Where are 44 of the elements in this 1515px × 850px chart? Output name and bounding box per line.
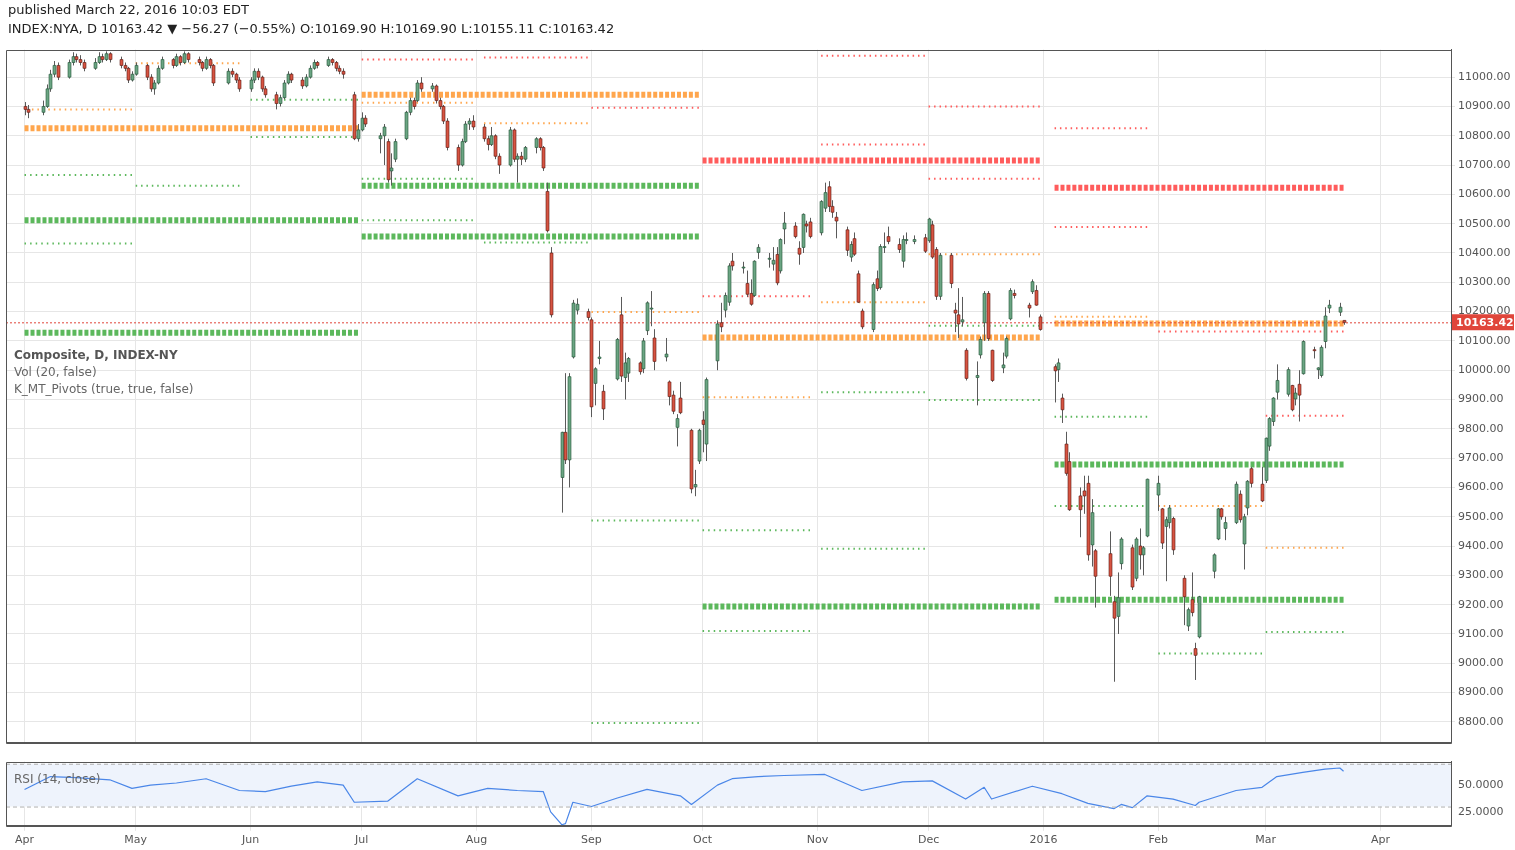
x-tick-label: Apr xyxy=(1371,833,1391,847)
y-tick-label: 9100.00 xyxy=(1458,626,1504,640)
y-tick-label: 10900.00 xyxy=(1458,99,1511,113)
y-tick-label: 9000.00 xyxy=(1458,656,1504,670)
y-tick-label: 9700.00 xyxy=(1458,450,1504,464)
y-tick-label: 50.0000 xyxy=(1458,778,1504,791)
y-tick-label: 8800.00 xyxy=(1458,714,1504,728)
x-tick-label: Nov xyxy=(806,833,829,847)
y-tick-label: 11000.00 xyxy=(1458,70,1511,84)
y-tick-label: 10300.00 xyxy=(1458,275,1511,289)
y-tick-label: 9600.00 xyxy=(1458,480,1504,494)
y-tick-label: 9300.00 xyxy=(1458,568,1504,582)
y-tick-label: 9500.00 xyxy=(1458,509,1504,523)
y-tick-label: 25.0000 xyxy=(1458,804,1504,818)
x-tick-label: Jun xyxy=(240,833,260,847)
y-tick-label: 10000.00 xyxy=(1458,363,1511,377)
ref-line-label: 10163.42 xyxy=(1456,316,1514,330)
x-tick-label: Feb xyxy=(1148,833,1169,847)
y-tick-label: 10200.00 xyxy=(1458,304,1511,318)
y-tick-label: 10100.00 xyxy=(1458,333,1511,347)
chart-subtitle: published March 22, 2016 10:03 EDT xyxy=(8,1,250,19)
x-tick-label: Apr xyxy=(15,833,35,847)
annotation: Vol (20, false) xyxy=(14,364,97,379)
y-tick-label: 9400.00 xyxy=(1458,538,1504,552)
annotation: Composite, D, INDEX-NY xyxy=(14,347,178,362)
y-tick-label: 10700.00 xyxy=(1458,157,1511,171)
x-tick-label: Sep xyxy=(581,833,602,847)
x-tick-label: Aug xyxy=(465,833,488,847)
y-tick-label: 10600.00 xyxy=(1458,187,1511,201)
annotation: K_MT_Pivots (true, true, false) xyxy=(14,381,194,396)
y-tick-label: 10500.00 xyxy=(1458,216,1511,230)
x-tick-label: Dec xyxy=(917,833,940,847)
x-tick-label: Jul xyxy=(354,833,369,847)
y-tick-label: 9800.00 xyxy=(1458,421,1504,435)
y-tick-label: 8900.00 xyxy=(1458,685,1504,699)
y-tick-label: 9200.00 xyxy=(1458,597,1504,611)
x-tick-label: Oct xyxy=(693,833,713,847)
x-tick-label: 2016 xyxy=(1029,833,1058,847)
y-tick-label: 9900.00 xyxy=(1458,392,1504,406)
y-tick-label: 10800.00 xyxy=(1458,128,1511,142)
y-tick-label: 10400.00 xyxy=(1458,245,1511,259)
x-tick-label: May xyxy=(124,833,148,847)
chart-title: INDEX:NYA, D 10163.42 ▼ −56.27 (−0.55%) O:10169.90 H:10169.90 L:10155.11 C:10163.42 xyxy=(8,20,616,38)
x-tick-label: Mar xyxy=(1255,833,1277,847)
